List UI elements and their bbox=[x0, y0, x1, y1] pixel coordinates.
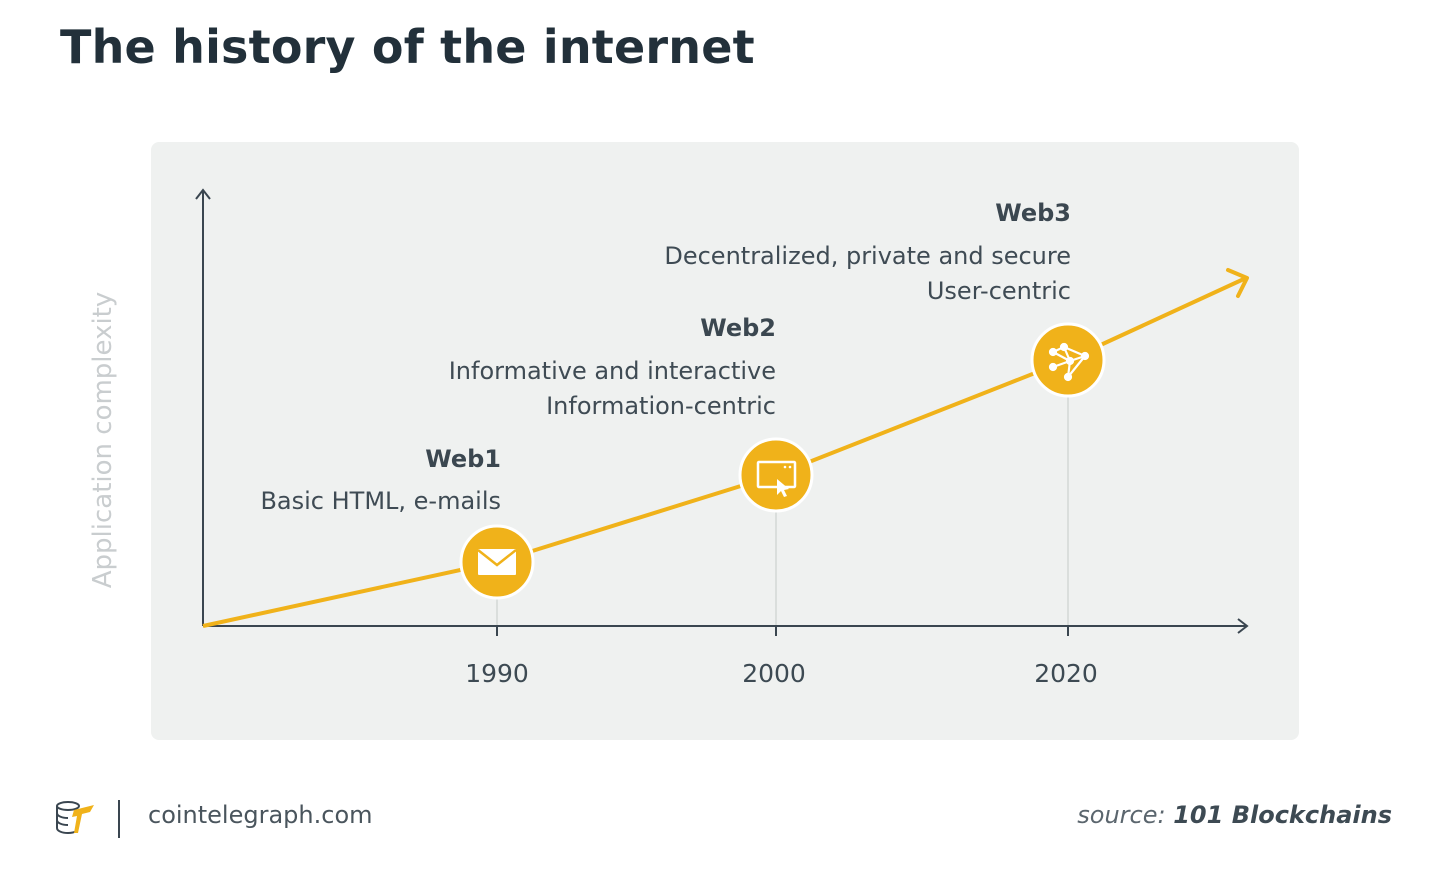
web2-label-group: Web2 Informative and interactive Informa… bbox=[449, 313, 776, 424]
web1-node bbox=[459, 524, 535, 600]
y-axis-arrow bbox=[195, 188, 211, 200]
growth-trend-arrowhead bbox=[1226, 268, 1249, 298]
network-nodes-icon bbox=[1048, 342, 1090, 382]
x-tick-label-2000: 2000 bbox=[742, 659, 806, 688]
browser-window-cursor-icon bbox=[756, 460, 797, 497]
y-axis-label: Application complexity bbox=[88, 291, 118, 589]
web2-description-line: Informative and interactive bbox=[448, 357, 776, 385]
web1-label-group: Web1 Basic HTML, e-mails bbox=[260, 444, 501, 519]
web2-title: Web2 bbox=[700, 314, 776, 342]
web1-description-line: Basic HTML, e-mails bbox=[260, 487, 501, 515]
x-axis-arrow bbox=[1237, 618, 1249, 634]
web2-description: Informative and interactive Information-… bbox=[449, 354, 776, 424]
web1-title: Web1 bbox=[425, 445, 501, 473]
cointelegraph-logo-icon bbox=[56, 801, 94, 835]
web3-node bbox=[1030, 322, 1106, 398]
web3-title: Web3 bbox=[995, 199, 1071, 227]
diagram-panel bbox=[151, 142, 1299, 740]
source-prefix: source: bbox=[1077, 801, 1166, 829]
web3-label-group: Web3 Decentralized, private and secure U… bbox=[664, 198, 1071, 309]
web3-description-line: Decentralized, private and secure bbox=[664, 242, 1071, 270]
footer-separator bbox=[118, 800, 120, 838]
source-name: 101 Blockchains bbox=[1173, 801, 1392, 829]
web2-description-line: Information-centric bbox=[546, 392, 776, 420]
footer-brand-link[interactable]: cointelegraph.com bbox=[148, 801, 373, 829]
web1-description: Basic HTML, e-mails bbox=[260, 484, 501, 519]
x-tick-label-2020: 2020 bbox=[1034, 659, 1098, 688]
web3-description-line: User-centric bbox=[926, 277, 1071, 305]
web3-description: Decentralized, private and secure User-c… bbox=[664, 239, 1071, 309]
page-title: The history of the internet bbox=[60, 20, 755, 74]
envelope-icon bbox=[477, 549, 517, 575]
source-credit: source: 101 Blockchains bbox=[1077, 801, 1392, 829]
x-tick-label-1990: 1990 bbox=[465, 659, 529, 688]
web2-node bbox=[738, 437, 814, 513]
